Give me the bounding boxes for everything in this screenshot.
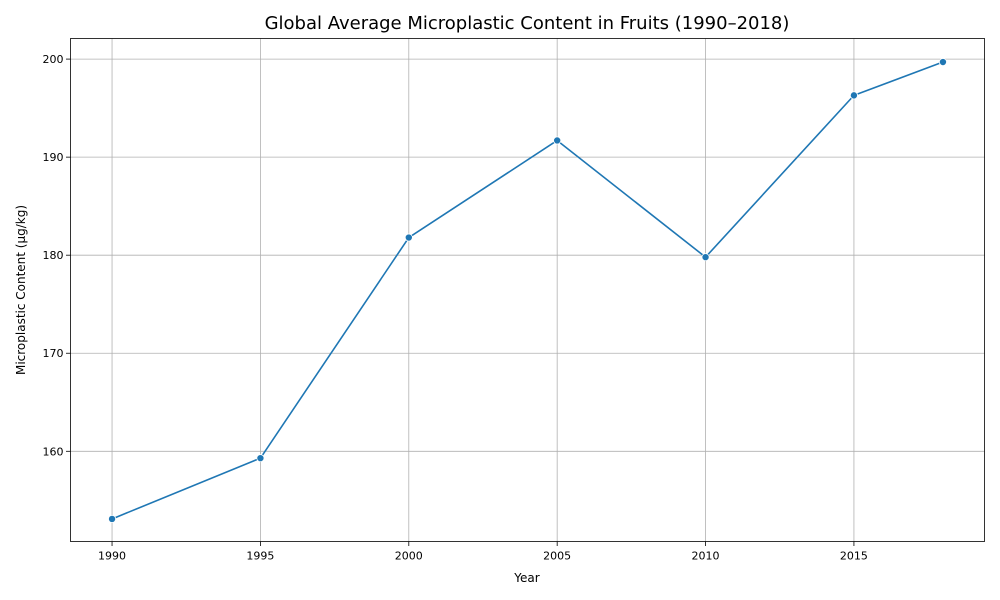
y-tick-label: 190 (43, 151, 64, 164)
data-point (849, 91, 858, 100)
data-point (553, 136, 562, 145)
x-tick-label: 2000 (395, 550, 423, 563)
data-point (108, 514, 117, 523)
chart-title: Global Average Microplastic Content in F… (265, 13, 790, 34)
data-point (938, 58, 947, 67)
axis-ticks: 1990 1995 2000 2005 2010 2015 160 170 180 190 200 (43, 53, 868, 562)
y-tick-label: 180 (43, 249, 64, 262)
data-point (256, 454, 265, 463)
series-line (111, 61, 944, 520)
x-tick-label: 2010 (692, 550, 720, 563)
y-tick-label: 200 (43, 53, 64, 66)
series-layer (108, 58, 947, 523)
x-tick-label: 2015 (840, 550, 868, 563)
x-tick-label: 1995 (246, 550, 274, 563)
y-tick-label: 170 (43, 347, 64, 360)
x-axis-label: Year (513, 571, 539, 585)
grid (70, 38, 985, 542)
x-tick-label: 1990 (98, 550, 126, 563)
data-point (701, 253, 710, 262)
y-tick-label: 160 (43, 445, 64, 458)
x-tick-label: 2005 (543, 550, 571, 563)
plot-frame (70, 38, 985, 542)
data-point (404, 233, 413, 242)
y-axis-label: Microplastic Content (µg/kg) (14, 205, 28, 375)
